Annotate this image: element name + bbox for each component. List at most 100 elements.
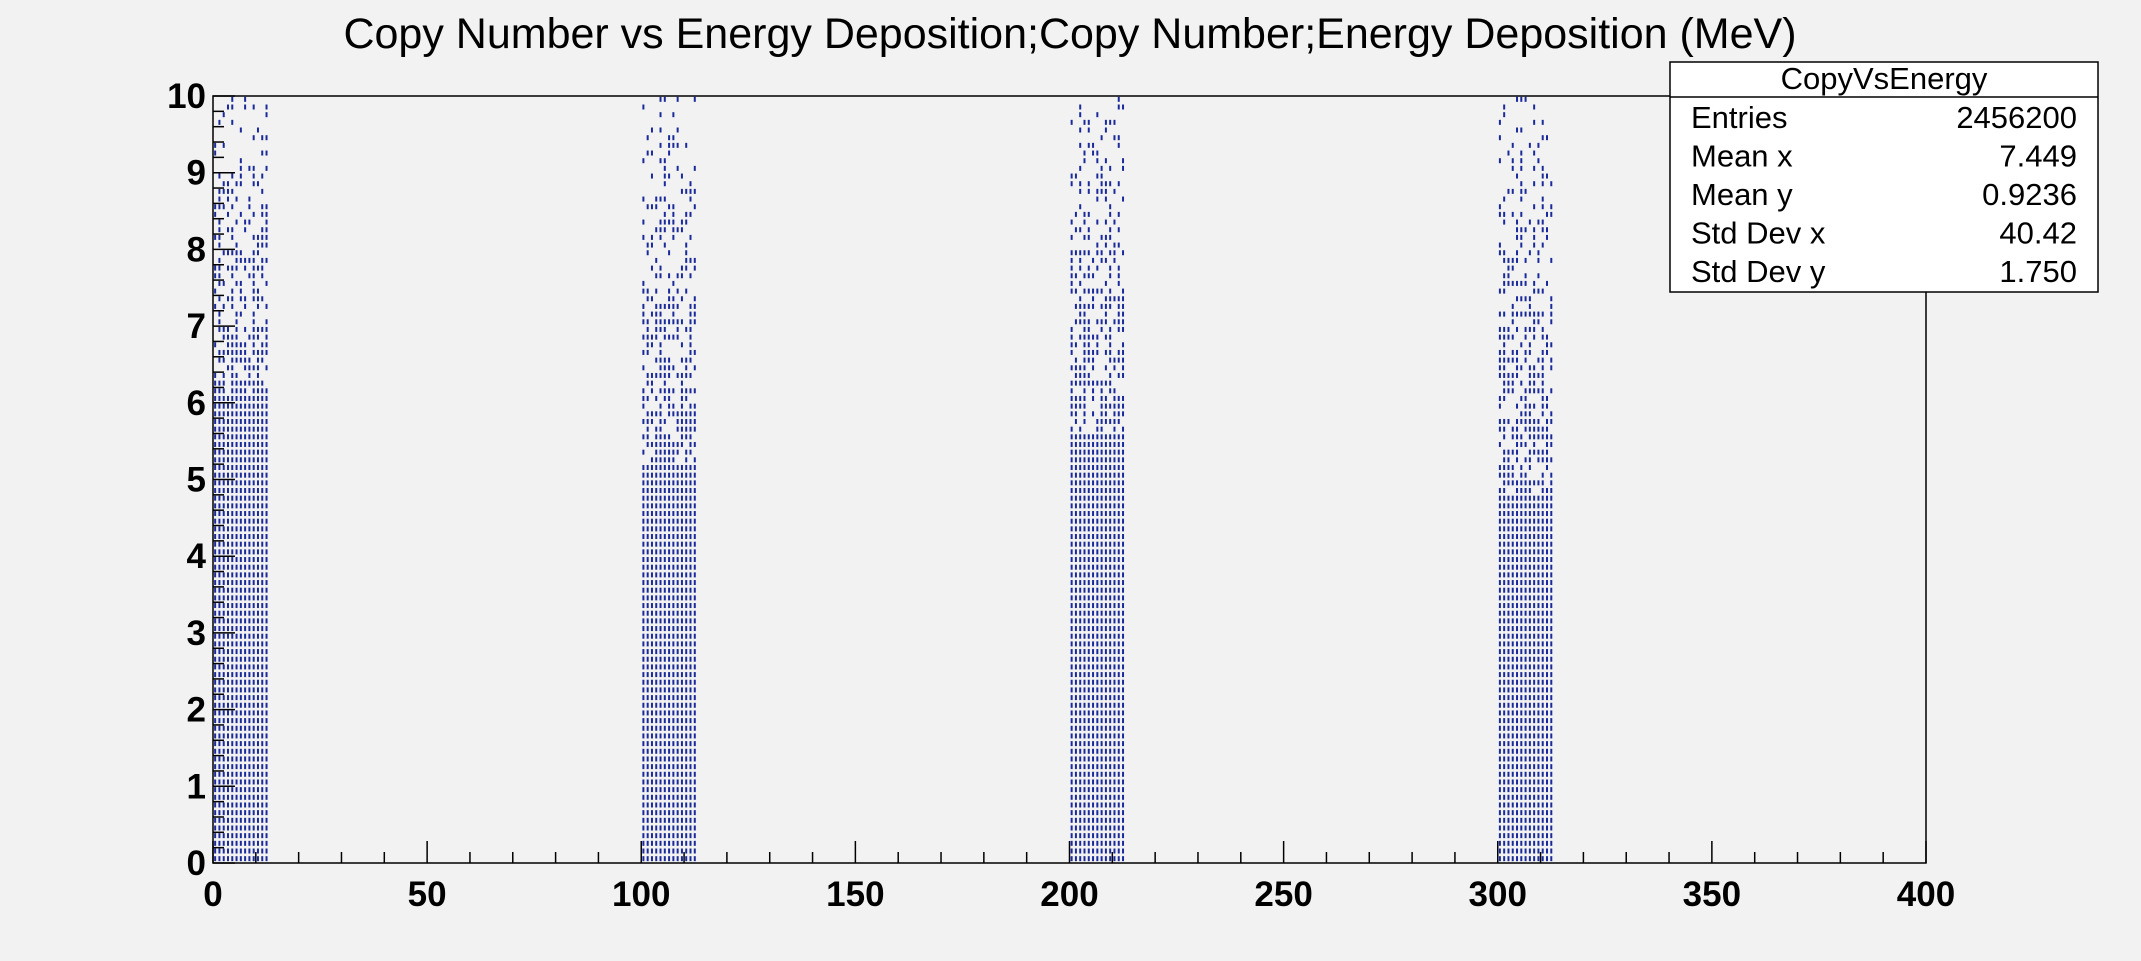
data-point bbox=[226, 395, 229, 401]
data-point bbox=[685, 779, 688, 785]
data-point bbox=[663, 848, 666, 854]
data-point bbox=[1511, 802, 1514, 808]
data-point bbox=[1546, 395, 1548, 401]
data-point bbox=[680, 541, 683, 547]
data-point bbox=[1074, 434, 1077, 440]
data-point bbox=[1507, 472, 1510, 478]
data-point bbox=[680, 227, 683, 233]
data-point bbox=[244, 848, 247, 854]
data-point bbox=[248, 840, 251, 846]
data-point bbox=[1541, 702, 1544, 708]
data-point bbox=[1087, 441, 1090, 447]
data-point bbox=[663, 748, 666, 754]
data-point bbox=[218, 580, 221, 586]
data-point bbox=[1074, 395, 1077, 401]
data-point bbox=[252, 135, 255, 141]
data-point bbox=[235, 756, 238, 762]
data-point bbox=[252, 104, 255, 110]
data-point bbox=[1524, 273, 1527, 279]
data-point bbox=[1100, 250, 1103, 256]
data-point bbox=[265, 303, 268, 309]
data-point bbox=[244, 541, 247, 547]
data-point bbox=[226, 656, 229, 662]
data-point bbox=[1520, 518, 1523, 524]
data-point bbox=[1096, 771, 1099, 777]
data-point bbox=[256, 687, 259, 693]
data-point bbox=[659, 702, 662, 708]
data-point bbox=[672, 112, 675, 118]
data-point bbox=[663, 173, 666, 179]
data-point bbox=[1498, 656, 1501, 662]
data-point bbox=[1109, 204, 1112, 210]
data-point bbox=[1074, 603, 1077, 609]
data-point bbox=[261, 641, 264, 647]
data-point bbox=[265, 465, 268, 470]
data-point bbox=[668, 833, 671, 839]
data-point bbox=[218, 495, 221, 501]
data-point bbox=[642, 710, 645, 716]
data-point bbox=[685, 840, 688, 846]
data-point bbox=[235, 572, 238, 578]
data-point bbox=[1516, 725, 1519, 731]
data-point bbox=[650, 718, 653, 724]
data-point bbox=[218, 802, 221, 808]
data-point bbox=[1122, 434, 1125, 440]
data-point bbox=[261, 825, 264, 831]
data-point bbox=[1109, 211, 1112, 217]
data-point bbox=[1546, 334, 1548, 340]
data-point bbox=[239, 434, 242, 440]
data-point bbox=[1109, 119, 1112, 125]
data-point bbox=[650, 672, 653, 678]
data-point bbox=[1507, 741, 1510, 747]
data-point bbox=[222, 112, 225, 118]
data-point bbox=[239, 687, 242, 693]
data-point bbox=[226, 695, 229, 701]
data-point bbox=[1122, 541, 1125, 547]
data-point bbox=[1537, 733, 1540, 739]
data-point bbox=[231, 610, 234, 616]
data-point bbox=[214, 587, 217, 593]
data-point bbox=[1074, 672, 1077, 678]
data-point bbox=[218, 488, 221, 494]
data-point bbox=[1117, 503, 1120, 509]
data-point bbox=[1533, 557, 1536, 563]
data-point bbox=[1100, 441, 1103, 447]
data-point bbox=[1541, 181, 1544, 187]
data-point bbox=[226, 465, 229, 470]
data-point bbox=[680, 825, 683, 831]
data-point bbox=[261, 856, 264, 862]
stats-row-value: 0.9236 bbox=[1982, 177, 2077, 212]
y-tick-label: 2 bbox=[187, 691, 206, 730]
data-point bbox=[1100, 618, 1103, 624]
data-point bbox=[1122, 603, 1125, 609]
data-point bbox=[214, 695, 217, 701]
data-point bbox=[1516, 564, 1519, 570]
data-point bbox=[1074, 771, 1077, 777]
data-point bbox=[663, 580, 666, 586]
data-point bbox=[226, 349, 229, 355]
data-point bbox=[672, 802, 675, 808]
data-point bbox=[1113, 457, 1116, 463]
data-point bbox=[1511, 779, 1514, 785]
data-point bbox=[1092, 771, 1095, 777]
data-point bbox=[1537, 580, 1540, 586]
data-point bbox=[663, 787, 666, 793]
data-point bbox=[1122, 702, 1125, 708]
data-point bbox=[646, 580, 649, 586]
data-point bbox=[1524, 618, 1527, 624]
data-point bbox=[646, 480, 649, 486]
data-point bbox=[252, 234, 255, 240]
data-point bbox=[1104, 672, 1107, 678]
data-point bbox=[1498, 534, 1501, 540]
data-point bbox=[668, 219, 671, 225]
data-point bbox=[261, 449, 264, 455]
data-point bbox=[668, 587, 671, 593]
data-point bbox=[1516, 449, 1519, 455]
data-point bbox=[239, 357, 242, 363]
data-point bbox=[256, 303, 259, 309]
data-point bbox=[1100, 503, 1103, 509]
data-point bbox=[1109, 488, 1112, 494]
data-point bbox=[1113, 518, 1116, 524]
data-point bbox=[261, 764, 264, 770]
data-point bbox=[1503, 756, 1506, 762]
